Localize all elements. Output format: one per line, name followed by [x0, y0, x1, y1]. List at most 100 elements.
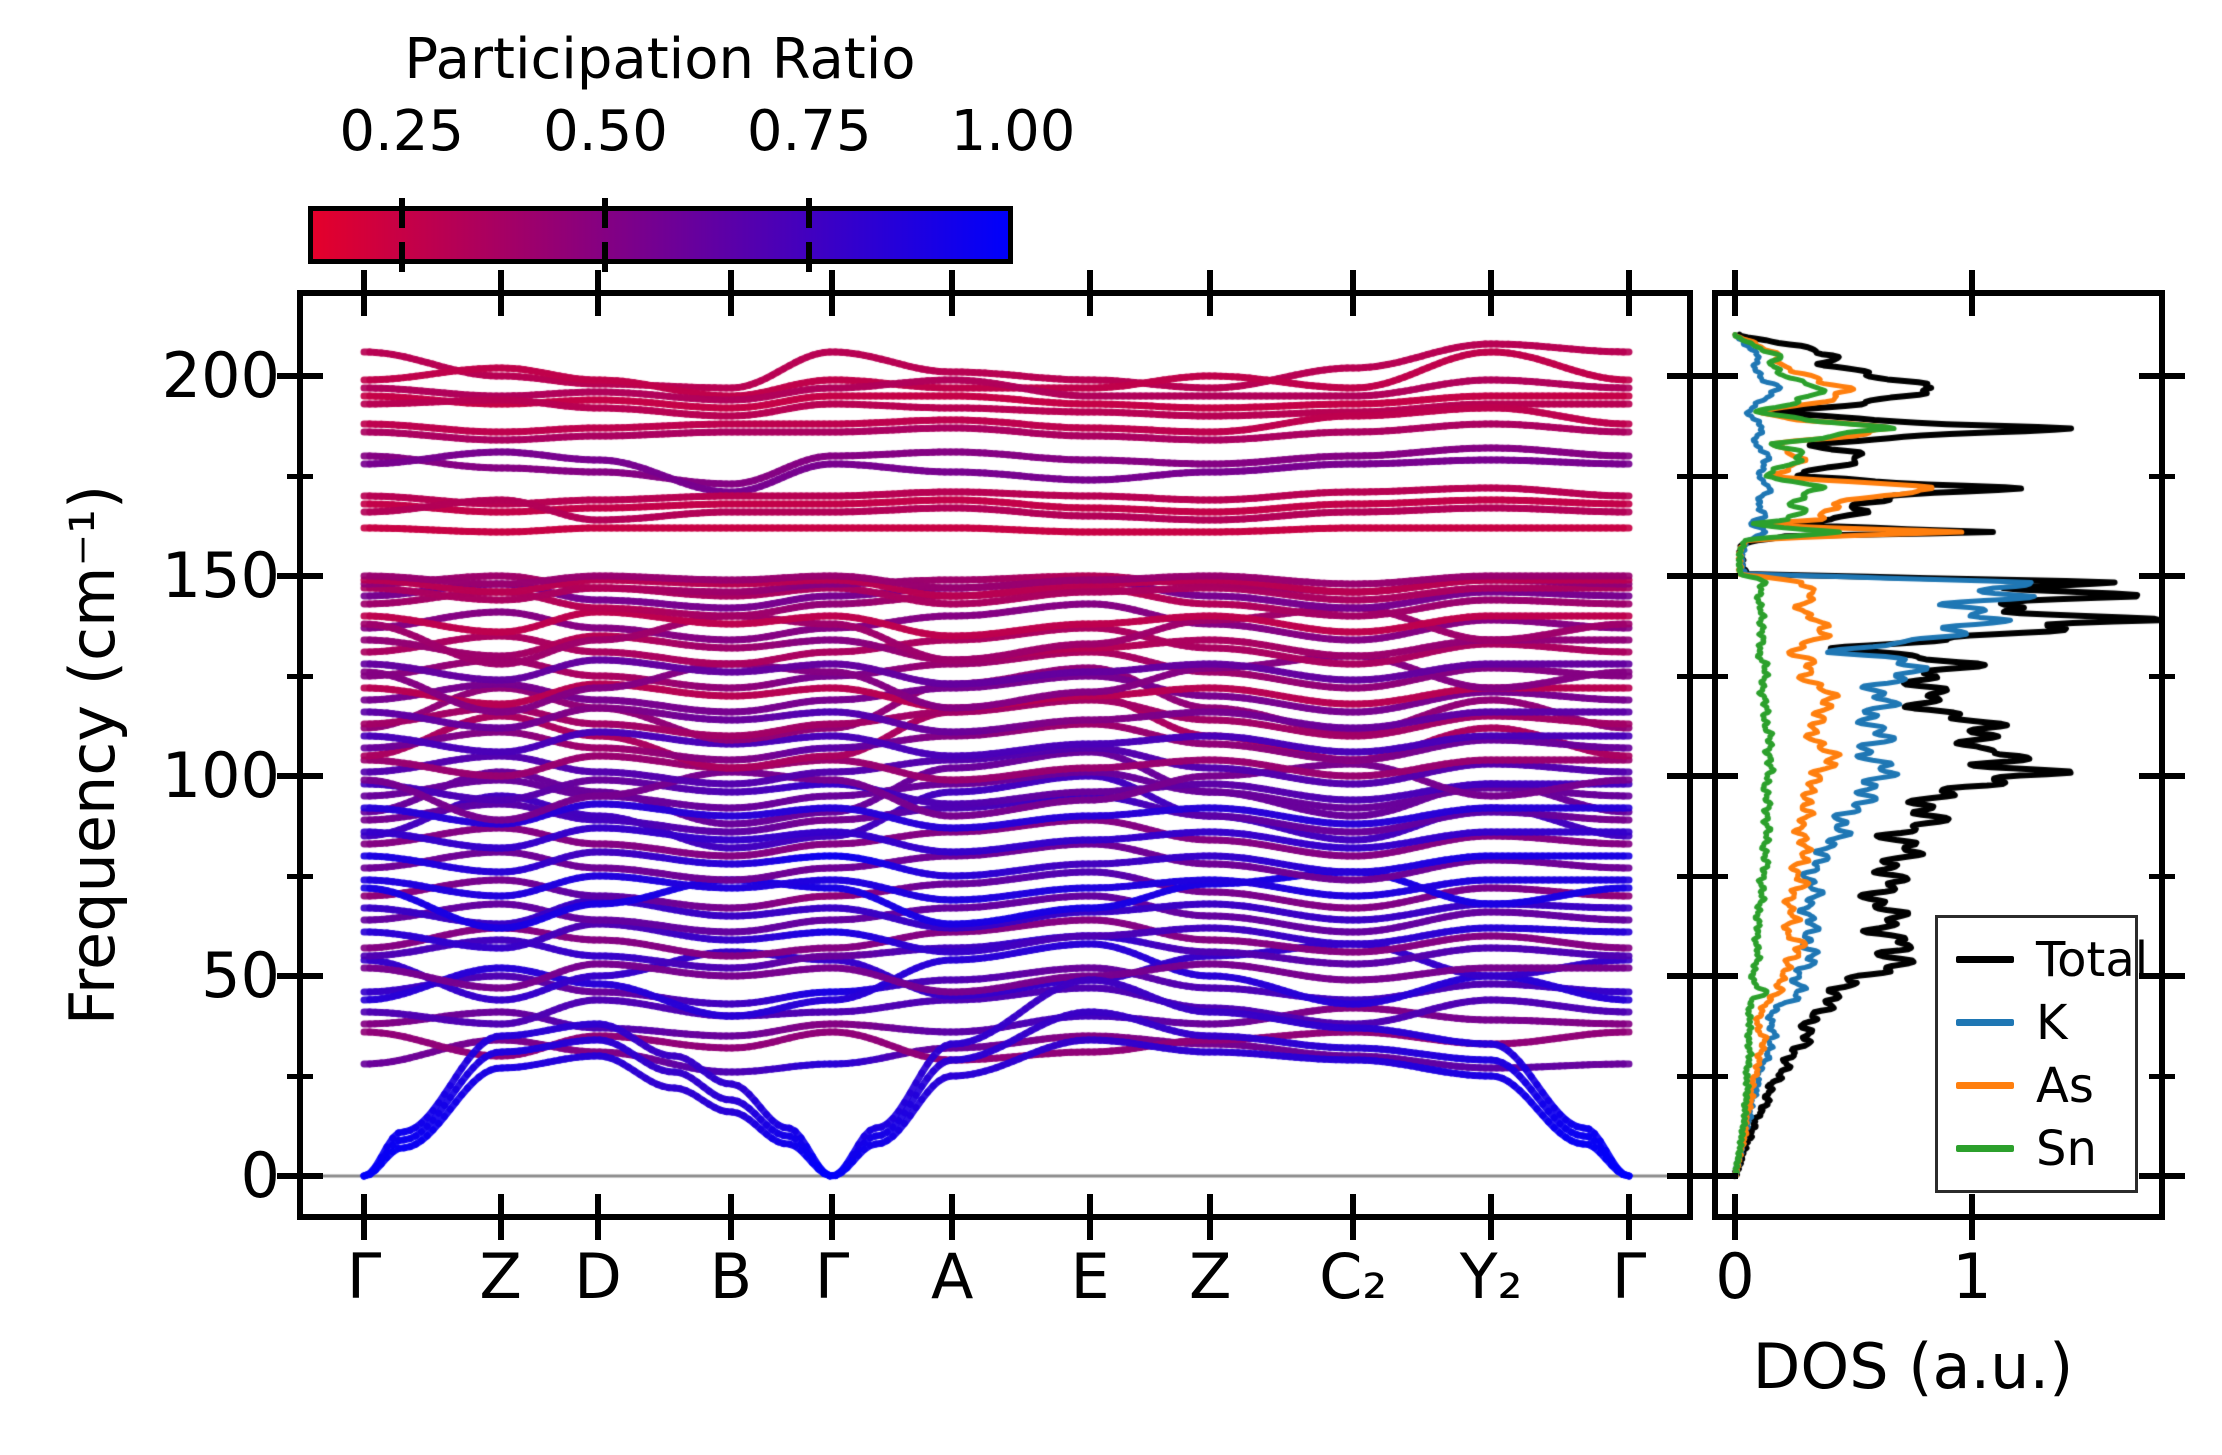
kpoint-tick-top — [949, 270, 956, 316]
kpoint-label: C₂ — [1319, 1240, 1388, 1313]
y-tick-label: 0 — [240, 1139, 280, 1212]
kpoint-tick-bottom — [1626, 1194, 1632, 1240]
y-axis-label: Frequency (cm⁻¹) — [56, 484, 129, 1026]
y-major-tick — [1667, 973, 1713, 979]
y-minor-tick — [1702, 873, 1728, 879]
kpoint-tick-top — [1626, 270, 1632, 316]
y-tick-label: 50 — [201, 939, 280, 1012]
legend-item: Sn — [1956, 1125, 2117, 1173]
kpoint-tick-bottom — [1350, 1194, 1357, 1240]
y-major-tick — [2139, 973, 2185, 979]
y-major-tick — [1692, 773, 1738, 779]
y-major-tick — [2139, 1173, 2185, 1179]
dos-legend: Total K As Sn — [1935, 915, 2148, 1193]
dos-x-tick-label: 0 — [1715, 1240, 1755, 1313]
y-major-tick — [1692, 573, 1738, 579]
colorbar-tick — [806, 242, 813, 272]
legend-label: As — [2036, 1057, 2094, 1114]
y-minor-tick — [287, 873, 313, 879]
y-minor-tick — [1702, 1073, 1728, 1079]
kpoint-label: E — [1070, 1240, 1110, 1313]
kpoint-tick-bottom — [829, 1194, 836, 1240]
colorbar-title: Participation Ratio — [404, 27, 916, 92]
y-tick-label: 100 — [161, 739, 280, 812]
legend-label: Total — [2036, 931, 2149, 988]
legend-label: Sn — [2036, 1120, 2097, 1177]
y-major-tick — [1692, 373, 1738, 379]
colorbar-tick-label: 0.25 — [339, 99, 465, 164]
legend-item: Total — [1956, 936, 2148, 984]
kpoint-tick-bottom — [497, 1194, 504, 1240]
kpoint-label: Γ — [1611, 1240, 1647, 1313]
legend-label: K — [2036, 994, 2068, 1051]
y-major-tick — [277, 373, 323, 379]
y-major-tick — [277, 773, 323, 779]
y-major-tick — [1692, 1173, 1738, 1179]
band-structure-axes — [297, 290, 1693, 1220]
dos-x-tick-label: 1 — [1952, 1240, 1992, 1313]
kpoint-label: Z — [1189, 1240, 1232, 1313]
y-minor-tick — [1702, 473, 1728, 479]
y-minor-tick — [2149, 1073, 2175, 1079]
kpoint-tick-bottom — [727, 1194, 734, 1240]
legend-line-swatch — [1956, 1082, 2014, 1089]
dos-x-tick-top — [1732, 270, 1738, 316]
y-major-tick — [1667, 1173, 1713, 1179]
y-minor-tick — [287, 473, 313, 479]
colorbar-tick-label: 0.75 — [746, 99, 872, 164]
y-minor-tick — [1677, 473, 1703, 479]
y-major-tick — [2139, 373, 2185, 379]
y-minor-tick — [2149, 873, 2175, 879]
y-major-tick — [1667, 573, 1713, 579]
y-minor-tick — [2149, 673, 2175, 679]
colorbar-tick — [602, 242, 609, 272]
colorbar-tick — [398, 198, 405, 228]
kpoint-tick-top — [727, 270, 734, 316]
kpoint-tick-top — [361, 270, 367, 316]
dos-x-tick-top — [1969, 270, 1975, 316]
y-major-tick — [1692, 973, 1738, 979]
dos-x-tick-bottom — [1732, 1194, 1738, 1240]
y-major-tick — [2139, 573, 2185, 579]
legend-line-swatch — [1956, 1145, 2014, 1152]
kpoint-tick-bottom — [595, 1194, 602, 1240]
y-minor-tick — [1677, 1073, 1703, 1079]
legend-item: K — [1956, 999, 2117, 1047]
kpoint-tick-bottom — [949, 1194, 956, 1240]
kpoint-tick-top — [1087, 270, 1094, 316]
kpoint-tick-top — [1207, 270, 1214, 316]
kpoint-label: Y₂ — [1459, 1240, 1523, 1313]
kpoint-tick-top — [497, 270, 504, 316]
y-minor-tick — [287, 673, 313, 679]
y-major-tick — [277, 1173, 323, 1179]
kpoint-tick-bottom — [1207, 1194, 1214, 1240]
kpoint-label: Γ — [346, 1240, 382, 1313]
y-minor-tick — [1677, 673, 1703, 679]
colorbar-tick-label: 1.00 — [950, 99, 1076, 164]
kpoint-tick-top — [829, 270, 836, 316]
y-major-tick — [2139, 773, 2185, 779]
colorbar-tick — [806, 198, 813, 228]
participation-ratio-colorbar — [308, 206, 1013, 264]
kpoint-tick-bottom — [1087, 1194, 1094, 1240]
legend-line-swatch — [1956, 1019, 2014, 1026]
y-major-tick — [1667, 773, 1713, 779]
kpoint-label: Z — [479, 1240, 522, 1313]
kpoint-tick-bottom — [1488, 1194, 1495, 1240]
y-minor-tick — [2149, 473, 2175, 479]
legend-line-swatch — [1956, 956, 2014, 963]
y-major-tick — [1667, 373, 1713, 379]
legend-item: As — [1956, 1062, 2117, 1110]
kpoint-label: A — [931, 1240, 974, 1313]
kpoint-tick-top — [1488, 270, 1495, 316]
colorbar-tick — [398, 242, 405, 272]
dos-x-axis-label: DOS (a.u.) — [1752, 1330, 2074, 1403]
dos-axes — [1712, 290, 2165, 1220]
kpoint-label: D — [574, 1240, 622, 1313]
colorbar-tick-label: 0.50 — [543, 99, 668, 164]
y-tick-label: 200 — [161, 339, 280, 412]
dos-x-tick-bottom — [1969, 1194, 1975, 1240]
kpoint-tick-top — [595, 270, 602, 316]
colorbar-tick — [602, 198, 609, 228]
